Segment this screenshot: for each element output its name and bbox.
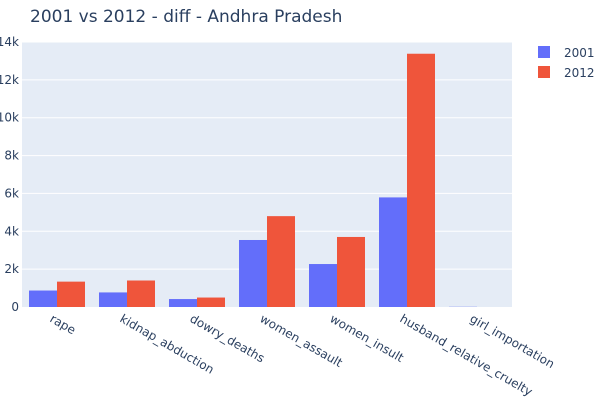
y-tick-label: 4k xyxy=(4,224,19,238)
bar-2001-women_insult[interactable] xyxy=(309,264,337,307)
chart-title: 2001 vs 2012 - diff - Andhra Pradesh xyxy=(30,7,342,27)
bar-2012-rape[interactable] xyxy=(57,282,85,307)
y-tick-label: 10k xyxy=(0,111,19,125)
bar-2012-kidnap_abduction[interactable] xyxy=(127,281,155,308)
x-tick-label: husband_relative_cruelty xyxy=(398,311,535,398)
x-tick-label: rape xyxy=(48,311,79,337)
legend-swatch xyxy=(538,46,550,58)
bar-2001-women_assault[interactable] xyxy=(239,240,267,307)
y-tick-label: 12k xyxy=(0,73,19,87)
bar-2001-dowry_deaths[interactable] xyxy=(169,299,197,307)
bar-2001-rape[interactable] xyxy=(29,291,57,307)
bar-2001-husband_relative_cruelty[interactable] xyxy=(379,197,407,307)
legend-item-2012[interactable]: 2012 xyxy=(538,66,595,80)
legend-item-2001[interactable]: 2001 xyxy=(538,46,595,60)
y-tick-label: 6k xyxy=(4,186,19,200)
y-tick-label: 8k xyxy=(4,149,19,163)
y-tick-label: 2k xyxy=(4,262,19,276)
bar-2012-women_insult[interactable] xyxy=(337,237,365,307)
legend-label: 2012 xyxy=(564,66,595,80)
legend[interactable]: 2001 2012 xyxy=(538,46,595,80)
bar-2001-kidnap_abduction[interactable] xyxy=(99,292,127,307)
legend-swatch xyxy=(538,66,550,78)
bar-2012-women_assault[interactable] xyxy=(267,216,295,307)
y-tick-label: 0 xyxy=(11,300,19,314)
y-tick-label: 14k xyxy=(0,35,19,49)
legend-label: 2001 xyxy=(564,46,595,60)
bar-2012-husband_relative_cruelty[interactable] xyxy=(407,54,435,307)
bar-2012-dowry_deaths[interactable] xyxy=(197,298,225,307)
y-axis: 0 2k 4k 6k 8k 10k 12k 14k xyxy=(0,35,19,314)
